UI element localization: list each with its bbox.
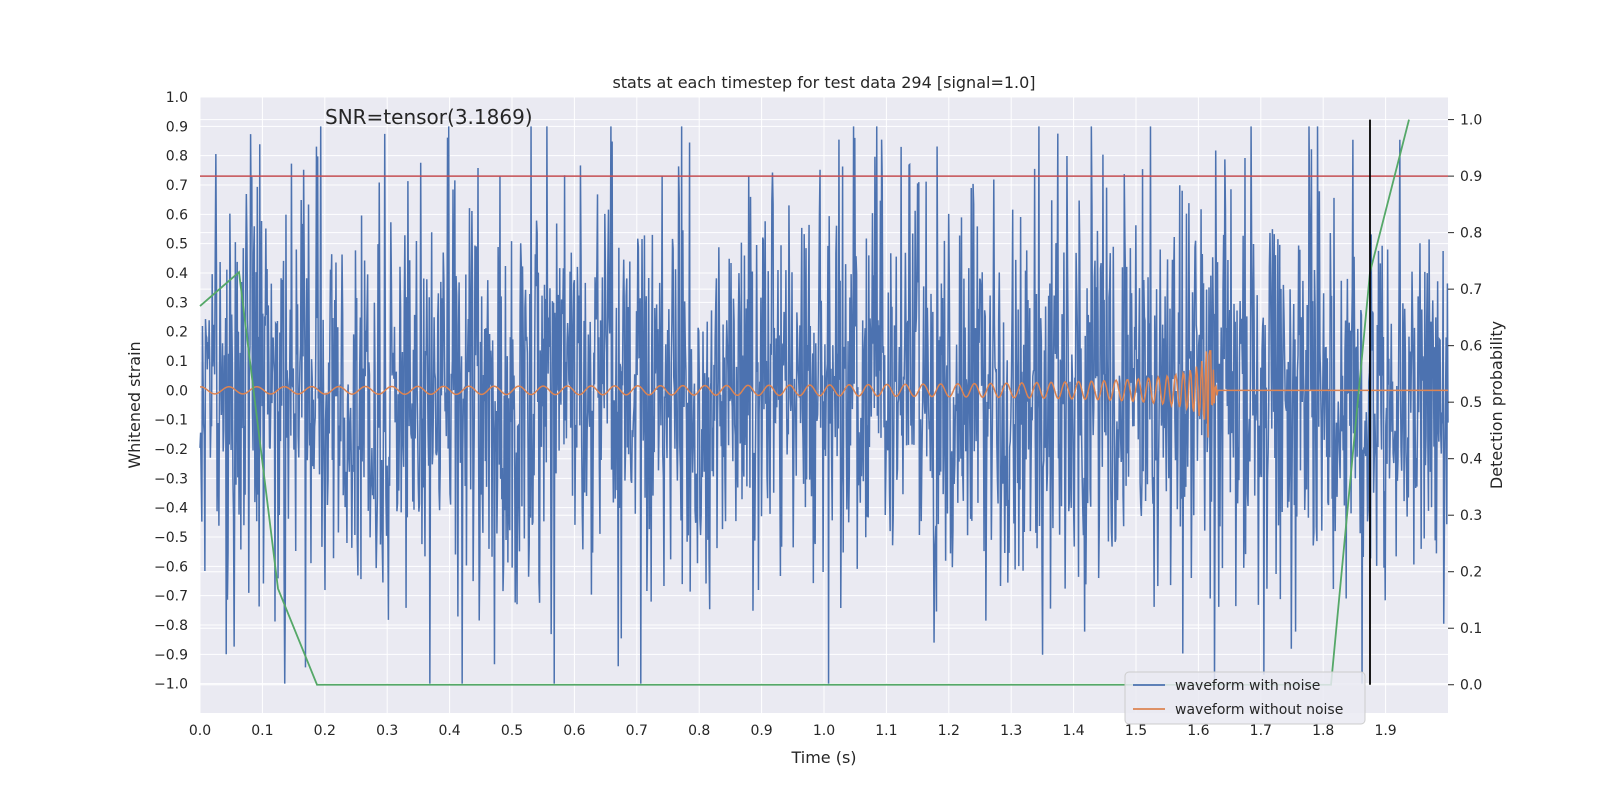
y-tick-label: 0.0 <box>166 383 188 399</box>
x-tick-label: 1.5 <box>1125 723 1147 739</box>
series-waveform-with-noise <box>199 126 1449 684</box>
x-tick-label: 1.9 <box>1374 723 1396 739</box>
y-tick-label: 0.2 <box>166 325 188 341</box>
x-tick-label: 1.7 <box>1250 723 1272 739</box>
y-tick-label: 0.9 <box>166 119 188 135</box>
y-tick-label: −0.2 <box>154 442 188 458</box>
x-tick-label: 0.7 <box>626 723 648 739</box>
y2-tick-label: 0.3 <box>1460 508 1482 524</box>
y2-tick-label: 0.2 <box>1460 565 1482 581</box>
y-tick-label: 0.5 <box>166 237 188 253</box>
y2-tick-label: 1.0 <box>1460 113 1482 129</box>
x-tick-label: 1.2 <box>938 723 960 739</box>
legend-label-clean: waveform without noise <box>1175 702 1343 718</box>
legend-label-noisy: waveform with noise <box>1175 678 1320 694</box>
x-tick-label: 1.3 <box>1000 723 1022 739</box>
chart-title: stats at each timestep for test data 294… <box>612 73 1035 92</box>
y-tick-label: 0.6 <box>166 207 188 223</box>
x-tick-label: 0.2 <box>314 723 336 739</box>
y-tick-label: 0.4 <box>166 266 188 282</box>
y2-tick-label: 0.8 <box>1460 226 1482 242</box>
x-tick-label: 0.8 <box>688 723 710 739</box>
y2-tick-label: 0.5 <box>1460 395 1482 411</box>
y-tick-label: 0.3 <box>166 295 188 311</box>
x-tick-label: 1.6 <box>1187 723 1209 739</box>
ticks: 0.0 0.1 0.2 0.3 0.4 0.5 0.6 0.7 0.8 0.9 1.0 1.1 1.2 1… <box>154 90 1482 739</box>
snr-annotation: SNR=tensor(3.1869) <box>325 105 533 129</box>
y-tick-label: −0.4 <box>154 501 188 517</box>
x-tick-label: 1.8 <box>1312 723 1334 739</box>
y-axis-label: Whitened strain <box>125 341 144 468</box>
y-tick-label: −0.8 <box>154 618 188 634</box>
x-tick-label: 0.1 <box>251 723 273 739</box>
series-detection-probability <box>199 119 1410 686</box>
y2-tick-label: 0.9 <box>1460 169 1482 185</box>
y-tick-label: −0.9 <box>154 647 188 663</box>
y-tick-label: −0.1 <box>154 413 188 429</box>
legend-box <box>1124 671 1366 725</box>
y-tick-label: 1.0 <box>166 90 188 106</box>
y-tick-label: −0.6 <box>154 559 188 575</box>
x-tick-label: 1.0 <box>813 723 835 739</box>
y2-axis-label: Detection probability <box>1487 321 1506 489</box>
y2-tick-label: 0.6 <box>1460 339 1482 355</box>
y2-tick-label: 0.0 <box>1460 678 1482 694</box>
series-waveform-without-noise <box>199 350 1448 438</box>
x-tick-label: 0.6 <box>563 723 585 739</box>
y-tick-label: −0.3 <box>154 471 188 487</box>
y-tick-label: 0.1 <box>166 354 188 370</box>
series-layer <box>199 119 1449 686</box>
legend: waveform with noise waveform without noi… <box>1124 671 1366 725</box>
y-tick-label: −0.5 <box>154 530 188 546</box>
x-tick-label: 0.5 <box>501 723 523 739</box>
y-tick-label: 0.8 <box>166 149 188 165</box>
x-tick-label: 0.4 <box>438 723 460 739</box>
y2-tick-label: 0.4 <box>1460 452 1482 468</box>
y-tick-label: −0.7 <box>154 589 188 605</box>
y2-tick-label: 0.7 <box>1460 282 1482 298</box>
x-tick-label: 0.9 <box>750 723 772 739</box>
y2-tick-label: 0.1 <box>1460 621 1482 637</box>
x-axis-label: Time (s) <box>790 748 856 767</box>
x-tick-label: 0.0 <box>189 723 211 739</box>
y-tick-label: −1.0 <box>154 677 188 693</box>
y-tick-label: 0.7 <box>166 178 188 194</box>
x-tick-label: 1.4 <box>1062 723 1084 739</box>
x-tick-label: 1.1 <box>875 723 897 739</box>
x-tick-label: 0.3 <box>376 723 398 739</box>
